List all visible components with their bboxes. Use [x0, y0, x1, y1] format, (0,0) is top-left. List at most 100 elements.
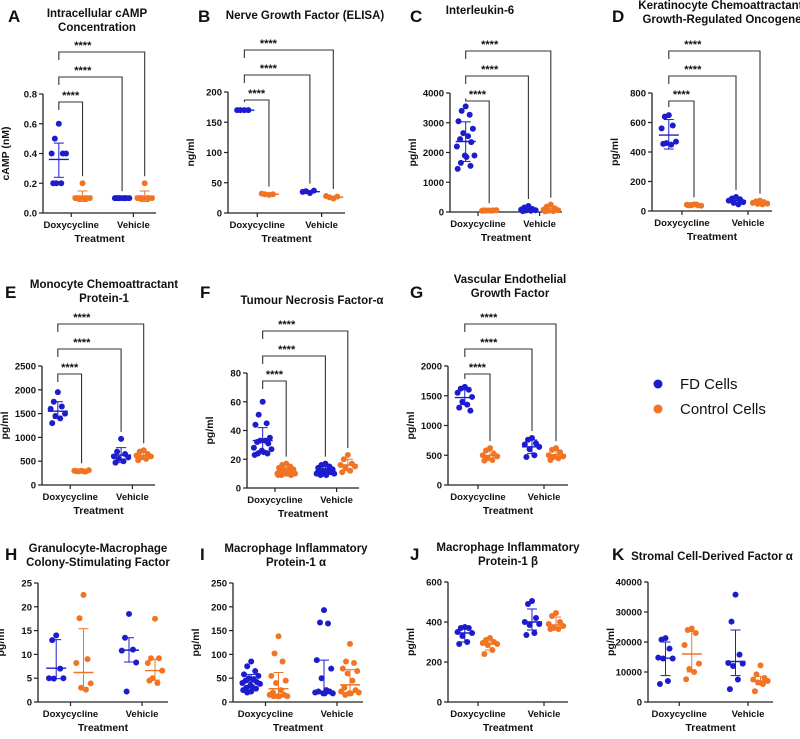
data-point: [254, 439, 261, 445]
data-point: [85, 467, 92, 474]
data-point: [465, 386, 472, 393]
data-point: [692, 630, 699, 636]
data-point: [749, 199, 756, 206]
data-point: [57, 415, 64, 422]
group-fd-cells-vehicle: [313, 460, 338, 479]
panel-title: Protein-1: [79, 293, 129, 305]
y-axis-label: pg/ml: [0, 628, 7, 656]
legend: FD Cells Control Cells: [653, 376, 766, 418]
y-axis-label: pg/ml: [609, 138, 621, 166]
significance-bracket: [243, 74, 311, 184]
data-point: [321, 607, 327, 614]
data-point: [266, 434, 273, 441]
group-fd-cells-doxycycline: [250, 398, 275, 458]
group-control-cells-vehicle: [545, 445, 567, 464]
legend-label: Control Cells: [680, 401, 766, 418]
significance-label: ****: [684, 39, 702, 51]
x-tick-label: Vehicle: [305, 220, 338, 231]
data-point: [53, 632, 60, 639]
data-point: [58, 403, 65, 410]
data-point: [328, 665, 335, 672]
data-point: [141, 180, 148, 187]
data-point: [683, 676, 690, 683]
y-tick-label: 600: [426, 578, 442, 589]
data-point: [735, 201, 742, 208]
data-point: [268, 672, 275, 679]
panel-letter: H: [5, 545, 17, 564]
data-point: [343, 658, 349, 665]
x-tick-label: Doxycycline: [44, 220, 99, 231]
y-tick-label: 40: [230, 426, 241, 437]
significance-label: ****: [278, 344, 296, 356]
panel-title: Nerve Growth Factor (ELISA): [226, 10, 385, 22]
y-tick-label: 250: [211, 579, 227, 590]
group-fd-cells-vehicle: [518, 203, 539, 215]
data-point: [329, 690, 336, 697]
data-point: [764, 200, 771, 207]
data-point: [255, 411, 262, 418]
significance-label: ****: [61, 362, 79, 374]
data-point: [484, 642, 491, 648]
data-point: [666, 645, 673, 652]
y-tick-label: 20: [230, 455, 241, 466]
group-control-cells-vehicle: [750, 662, 771, 695]
data-point: [122, 634, 128, 641]
significance-bracket: [464, 348, 533, 431]
data-point: [277, 687, 284, 694]
y-tick-label: 40000: [616, 578, 642, 589]
group-fd-cells-vehicle: [118, 610, 140, 695]
data-point: [48, 150, 55, 157]
data-point: [156, 655, 162, 662]
data-point: [82, 686, 89, 693]
data-point: [668, 141, 675, 148]
panel-letter: J: [410, 545, 419, 564]
data-point: [144, 195, 151, 202]
data-point: [251, 451, 258, 458]
data-point: [523, 632, 530, 638]
data-point: [454, 629, 461, 635]
significance-label: ****: [480, 337, 498, 349]
data-point: [126, 610, 132, 617]
data-point: [557, 619, 563, 625]
data-point: [545, 621, 552, 627]
data-point: [355, 689, 362, 696]
data-point: [532, 207, 539, 214]
data-point: [531, 452, 538, 459]
data-point: [460, 130, 467, 137]
data-point: [542, 208, 549, 215]
data-point: [468, 139, 475, 146]
data-point: [120, 458, 127, 465]
data-point: [159, 667, 166, 674]
data-point: [695, 660, 702, 667]
data-point: [275, 472, 282, 479]
group-control-cells-vehicle: [749, 197, 771, 208]
data-point: [459, 398, 466, 405]
x-axis-label: Treatment: [483, 722, 534, 734]
panel-letter: F: [200, 283, 210, 302]
data-point: [750, 676, 757, 683]
y-tick-label: 80: [230, 369, 241, 380]
significance-label: ****: [74, 40, 92, 52]
data-point: [488, 207, 495, 214]
group-control-cells-vehicle: [133, 447, 154, 464]
data-point: [275, 633, 282, 640]
x-tick-label: Vehicle: [528, 492, 561, 503]
significance-bracket: [464, 373, 491, 442]
y-tick-label: 0: [27, 698, 32, 709]
group-fd-cells-vehicle: [312, 607, 336, 697]
data-point: [87, 680, 94, 687]
y-tick-label: 400: [426, 618, 442, 629]
y-tick-label: 0: [217, 209, 222, 220]
y-tick-label: 50: [216, 674, 227, 685]
significance-bracket: [57, 348, 122, 432]
data-point: [457, 625, 464, 631]
panel-title: Macrophage Inflammatory: [436, 542, 580, 554]
panel-f: F Tumour Necrosis Factor-α 0 20 40 60 80 Doxycy…: [200, 283, 383, 520]
significance-label: ****: [480, 312, 498, 324]
data-point: [726, 686, 733, 693]
data-point: [754, 200, 761, 207]
x-tick-label: Vehicle: [320, 495, 353, 506]
data-point: [453, 143, 460, 150]
data-point: [133, 452, 140, 459]
data-point: [270, 693, 277, 700]
